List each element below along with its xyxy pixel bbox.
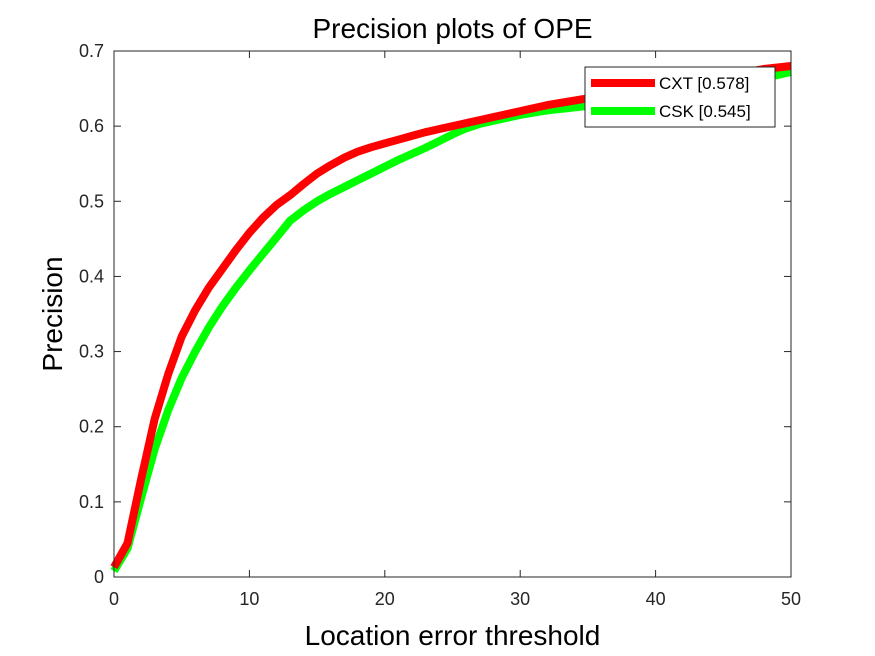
y-tick-label: 0.7 xyxy=(79,41,104,61)
y-tick-label: 0.2 xyxy=(79,417,104,437)
x-tick-label: 0 xyxy=(109,589,119,609)
x-axis-label: Location error threshold xyxy=(305,620,601,651)
tick-labels: 0 10 20 30 40 50 0 0.1 0.2 0.3 0.4 0.5 0.6 0.7 xyxy=(79,41,801,609)
y-tick-label: 0.6 xyxy=(79,116,104,136)
legend: CXT [0.578] CSK [0.545] xyxy=(584,66,776,128)
x-tick-label: 30 xyxy=(510,589,530,609)
x-tick-label: 50 xyxy=(781,589,801,609)
y-tick-label: 0.5 xyxy=(79,191,104,211)
x-tick-label: 10 xyxy=(239,589,259,609)
y-tick-label: 0 xyxy=(94,567,104,587)
y-axis-label: Precision xyxy=(37,256,68,371)
legend-box xyxy=(584,66,776,128)
y-tick-label: 0.4 xyxy=(79,266,104,286)
y-tick-label: 0.1 xyxy=(79,492,104,512)
legend-label-cxt: CXT [0.578] xyxy=(659,74,749,93)
chart-title: Precision plots of OPE xyxy=(312,13,592,44)
x-tick-label: 40 xyxy=(646,589,666,609)
plot-frame xyxy=(113,50,792,578)
x-tick-label: 20 xyxy=(375,589,395,609)
legend-label-csk: CSK [0.545] xyxy=(659,102,751,121)
y-tick-label: 0.3 xyxy=(79,342,104,362)
